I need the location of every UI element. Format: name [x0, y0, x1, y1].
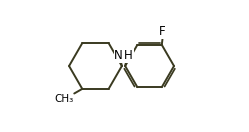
Text: N: N	[114, 49, 123, 62]
Text: F: F	[159, 25, 166, 38]
Text: CH₃: CH₃	[54, 94, 74, 104]
Text: H: H	[124, 49, 133, 62]
